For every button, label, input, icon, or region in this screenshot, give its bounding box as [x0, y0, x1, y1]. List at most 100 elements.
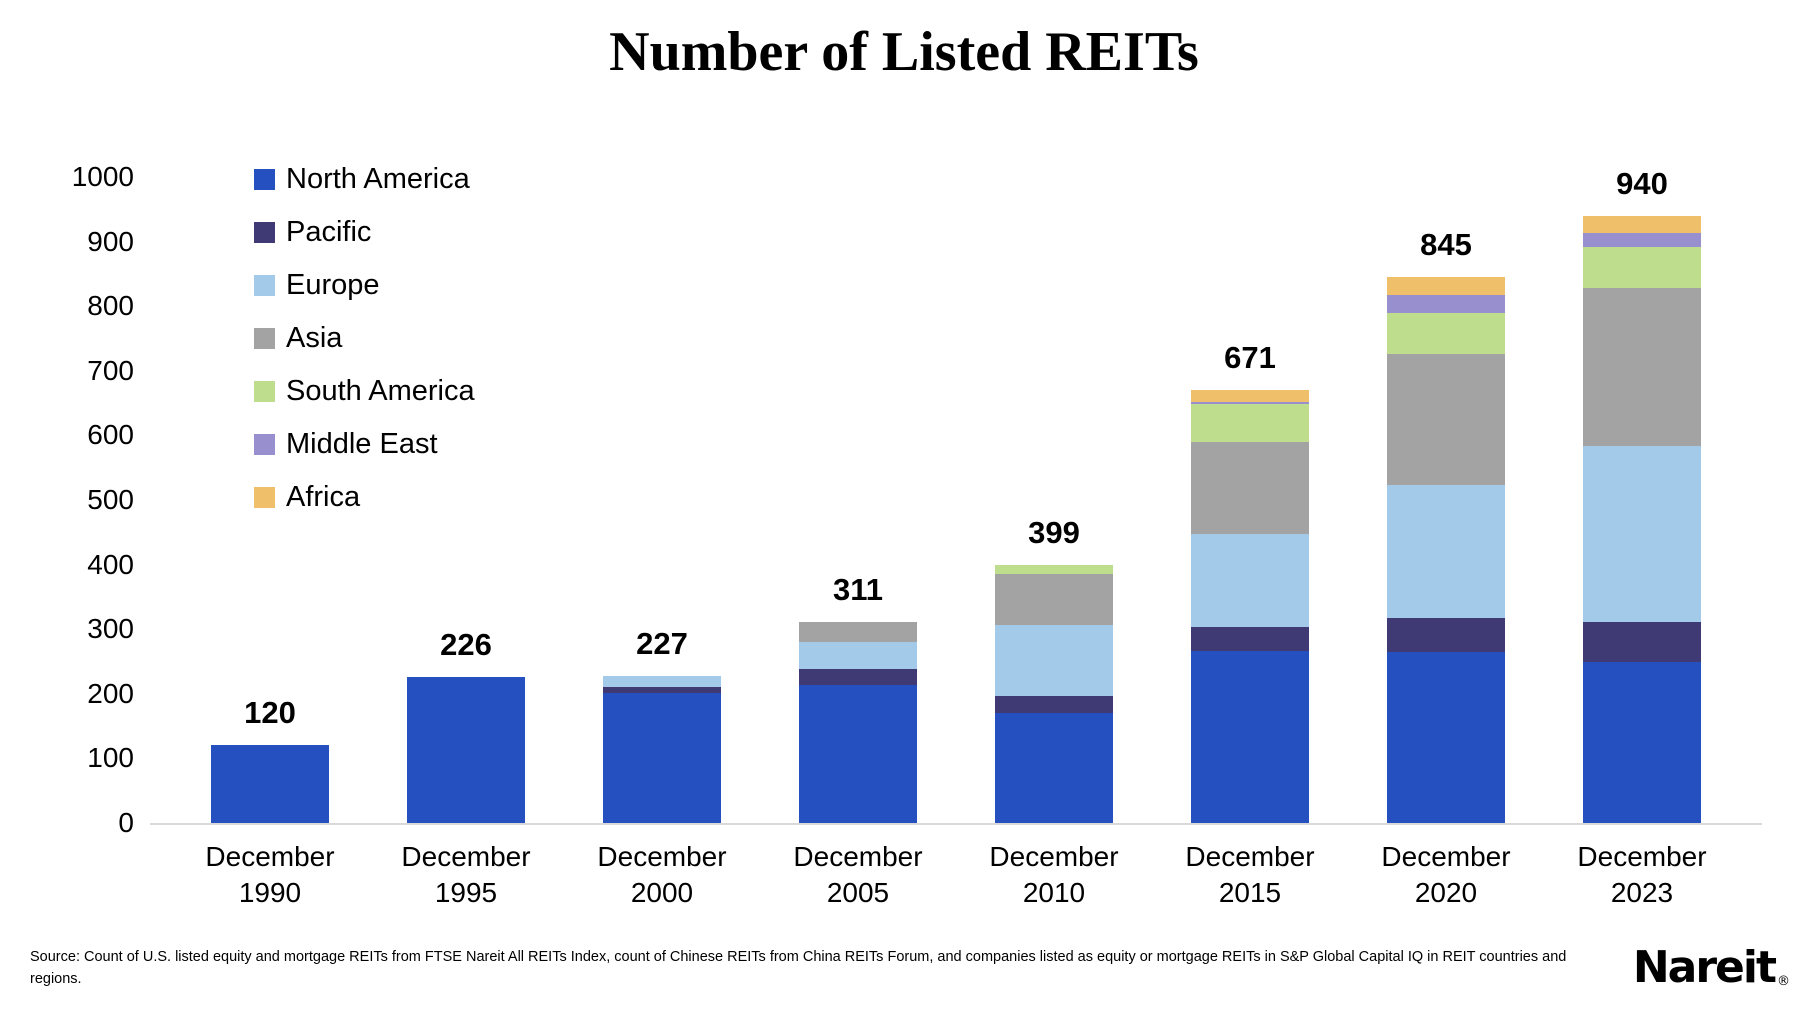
bar-group: 226 December 1995 [368, 177, 564, 908]
bar-segment-europe [1583, 446, 1701, 623]
bar-segment-asia [799, 622, 917, 642]
nareit-logo-text: Nareit [1632, 942, 1777, 993]
legend-label: Middle East [286, 427, 438, 460]
bar-total-label: 226 [440, 627, 492, 663]
x-axis-label: December 1990 [205, 841, 335, 908]
bars: 120 December 1990 226 December 1995 227 Decembe… [150, 166, 1762, 908]
x-axis-label: December 2000 [597, 841, 727, 908]
bar-segment-north-america [1583, 661, 1701, 823]
bar-segment-middle-east [1387, 295, 1505, 314]
legend-label: South America [286, 374, 475, 407]
stacked-bar [1191, 389, 1309, 823]
bar-segment-north-america [603, 693, 721, 823]
stacked-bar [799, 622, 917, 823]
bar-segment-europe [603, 676, 721, 687]
bar-segment-pacific [799, 669, 917, 686]
bar-segment-europe [799, 641, 917, 670]
legend-label: Asia [286, 321, 343, 354]
bar-segment-europe [1191, 534, 1309, 628]
bar-group: 845 December 2020 [1348, 177, 1544, 908]
nareit-logo: Nareit ® [1633, 942, 1790, 993]
bar-total-label: 120 [244, 695, 296, 731]
bar-total-label: 399 [1028, 515, 1080, 551]
stacked-bar [407, 677, 525, 823]
bar-segment-middle-east [1191, 401, 1309, 404]
bar-segment-pacific [995, 696, 1113, 713]
legend-item-pacific: Pacific [254, 216, 475, 248]
stacked-bar [1387, 277, 1505, 823]
bar-segment-asia [1191, 441, 1309, 535]
y-tick-label: 300 [87, 613, 134, 645]
bar-segment-middle-east [1583, 232, 1701, 247]
stacked-bar [995, 565, 1113, 823]
bar-segment-north-america [1387, 651, 1505, 823]
bar-segment-north-america [407, 677, 525, 823]
legend-item-europe: Europe [254, 269, 475, 301]
bar-total-label: 940 [1616, 165, 1668, 201]
bar-group: 227 December 2000 [564, 177, 760, 908]
legend-item-middle-east: Middle East [254, 428, 475, 460]
y-tick-label: 400 [87, 548, 134, 580]
bar-segment-pacific [1583, 622, 1701, 662]
y-tick-label: 100 [87, 742, 134, 774]
bar-segment-north-america [799, 685, 917, 823]
bar-group: 940 December 2023 [1544, 166, 1740, 908]
bar-segment-south-america [1387, 313, 1505, 355]
bar-segment-south-america [1583, 246, 1701, 289]
y-tick-label: 800 [87, 290, 134, 322]
bar-segment-africa [1583, 215, 1701, 233]
y-tick-label: 900 [87, 225, 134, 257]
x-axis-label: December 2020 [1381, 841, 1511, 908]
source-note: Source: Count of U.S. listed equity and … [30, 949, 1567, 988]
chart-title: Number of Listed REITs [609, 21, 1199, 83]
legend-item-asia: Asia [254, 322, 475, 354]
stacked-bar [1583, 215, 1701, 823]
legend-swatch-icon [254, 221, 275, 243]
x-axis-label: December 2023 [1577, 841, 1707, 908]
bar-total-label: 671 [1224, 339, 1276, 375]
y-tick-label: 700 [87, 354, 134, 386]
x-axis-label: December 2005 [793, 841, 923, 908]
legend-label: North America [286, 162, 470, 195]
legend-label: Africa [286, 480, 361, 513]
bar-segment-africa [1387, 277, 1505, 296]
y-tick-label: 1000 [71, 161, 134, 192]
bar-segment-asia [1387, 354, 1505, 485]
y-tick-label: 500 [87, 484, 134, 515]
bar-segment-north-america [1191, 651, 1309, 823]
bar-group: 399 December 2010 [956, 177, 1152, 908]
bar-group: 311 December 2005 [760, 177, 956, 908]
legend-swatch-icon [254, 327, 275, 349]
legend-item-africa: Africa [254, 481, 475, 513]
legend-label: Pacific [286, 215, 372, 248]
plot-area: 0 100 200 300 400 500 600 700 800 900 1000 120 Dece… [72, 161, 1762, 908]
bar-segment-europe [1387, 484, 1505, 619]
bar-group: 120 December 1990 [172, 177, 368, 908]
y-tick-label: 600 [87, 419, 134, 451]
bar-segment-south-america [1191, 403, 1309, 442]
bar-total-label: 227 [636, 626, 688, 662]
bar-segment-pacific [603, 686, 721, 694]
bar-segment-africa [1191, 389, 1309, 402]
x-axis-label: December 2015 [1185, 841, 1315, 908]
bar-segment-north-america [211, 745, 329, 823]
y-tick-label: 200 [87, 677, 134, 709]
legend-item-north-america: North America [254, 163, 475, 195]
bar-segment-asia [995, 573, 1113, 625]
stacked-bar [603, 676, 721, 823]
x-axis-label: December 1995 [401, 841, 531, 908]
bar-segment-north-america [995, 712, 1113, 823]
legend-swatch-icon [254, 433, 275, 455]
bar-total-label: 311 [832, 572, 883, 608]
legend-swatch-icon [254, 486, 275, 508]
legend-label: Europe [286, 268, 380, 301]
x-axis-label: December 2010 [989, 841, 1119, 908]
stacked-bar [211, 745, 329, 823]
bar-segment-asia [1583, 288, 1701, 447]
legend-swatch-icon [254, 274, 275, 296]
bar-segment-south-america [995, 565, 1113, 574]
legend-item-south-america: South America [254, 375, 475, 407]
legend: North America Pacific Europe Asia South Amer… [254, 163, 475, 513]
legend-swatch-icon [254, 168, 275, 190]
